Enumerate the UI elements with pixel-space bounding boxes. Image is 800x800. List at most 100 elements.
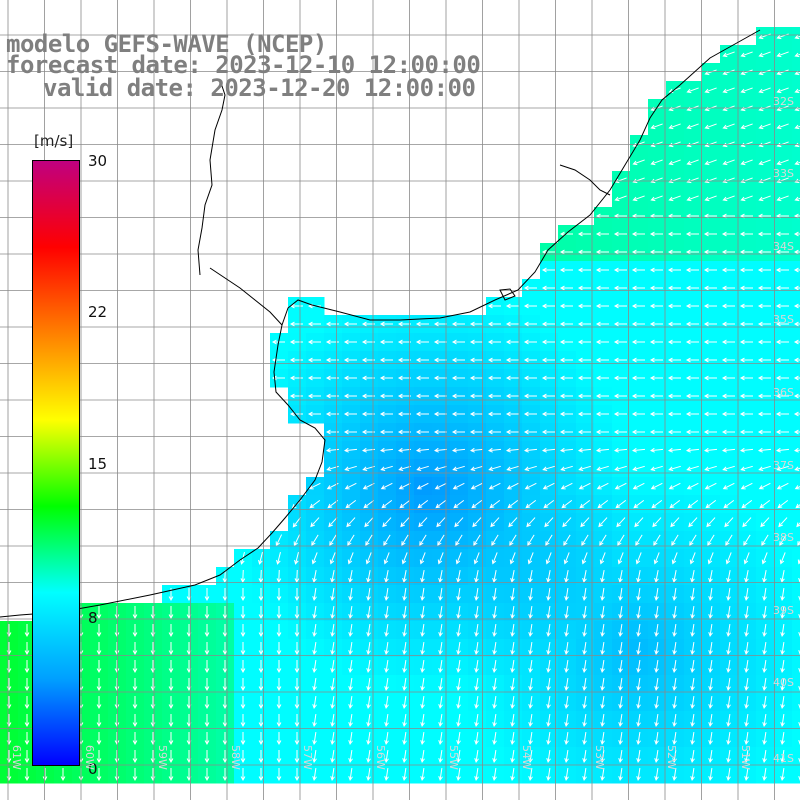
wind-arrow	[546, 713, 551, 727]
wind-arrow	[685, 231, 699, 237]
wind-arrow	[780, 605, 785, 619]
wind-arrow	[618, 570, 623, 583]
wind-arrow	[132, 768, 138, 782]
wind-arrow	[595, 231, 609, 237]
wind-arrow	[577, 231, 591, 237]
wind-arrow	[685, 411, 699, 417]
wind-arrow	[703, 249, 717, 255]
wind-arrow	[204, 750, 210, 764]
wind-arrow	[704, 465, 717, 472]
wind-arrow	[222, 768, 228, 782]
wind-arrow	[632, 465, 645, 472]
wind-arrow	[794, 70, 800, 76]
wind-arrow	[744, 587, 749, 601]
colorbar	[32, 160, 80, 766]
wind-arrow	[667, 357, 681, 363]
wind-arrow	[379, 375, 393, 381]
wind-arrow	[546, 570, 551, 583]
wind-arrow	[523, 411, 537, 417]
wind-arrow	[686, 465, 699, 472]
wind-arrow	[222, 660, 228, 674]
wind-arrow	[528, 749, 533, 763]
wind-arrow	[473, 534, 481, 546]
wind-arrow	[703, 393, 717, 399]
wind-arrow	[649, 285, 663, 291]
lon-label-60w: 60W	[83, 745, 96, 770]
wind-arrow	[451, 411, 465, 417]
wind-arrow	[510, 695, 515, 709]
wind-arrow	[690, 605, 695, 619]
wind-arrow	[577, 447, 592, 453]
wind-arrow	[258, 588, 264, 602]
wind-arrow	[618, 695, 623, 709]
wind-arrow	[348, 695, 353, 709]
wind-arrow	[294, 732, 300, 746]
wind-arrow	[474, 713, 479, 727]
lat-label-33s: 33S	[773, 167, 794, 180]
wind-arrow	[546, 731, 551, 745]
wind-arrow	[455, 552, 462, 565]
wind-arrow	[794, 142, 800, 148]
wind-arrow	[222, 569, 228, 584]
wind-arrow	[96, 696, 102, 710]
wind-arrow	[240, 750, 246, 764]
wind-arrow	[776, 141, 789, 148]
wind-arrow	[366, 767, 371, 781]
wind-arrow	[505, 393, 519, 399]
wind-arrow	[704, 141, 717, 148]
wind-arrow	[546, 587, 551, 601]
wind-arrow	[600, 713, 605, 727]
wind-arrow	[420, 695, 425, 709]
wind-arrow	[739, 447, 754, 453]
wind-arrow	[222, 588, 228, 602]
wind-arrow	[654, 713, 659, 727]
wind-arrow	[689, 534, 697, 546]
wind-arrow	[672, 641, 677, 655]
wind-arrow	[667, 321, 681, 327]
wind-arrow	[649, 393, 663, 399]
wind-arrow	[708, 677, 713, 691]
wind-arrow	[599, 534, 607, 546]
lon-label-61w: 61W	[10, 745, 23, 770]
wind-arrow	[794, 124, 800, 130]
wind-arrow	[636, 623, 641, 637]
wind-arrow	[743, 552, 750, 565]
wind-arrow	[343, 375, 357, 381]
wind-arrow	[416, 465, 429, 472]
lon-label-51w: 51W	[739, 745, 752, 770]
wind-arrow	[96, 750, 102, 764]
wind-arrow	[650, 141, 663, 148]
wind-arrow	[491, 534, 499, 546]
wind-arrow	[289, 321, 303, 327]
wind-arrow	[293, 534, 301, 547]
wind-arrow	[740, 141, 753, 148]
lat-label-37s: 37S	[773, 459, 794, 472]
wind-arrow	[96, 768, 102, 782]
wind-arrow	[276, 696, 282, 710]
wind-arrow	[289, 339, 303, 345]
wind-arrow	[398, 482, 411, 490]
wind-arrow	[456, 570, 461, 583]
wind-arrow	[600, 677, 605, 691]
wind-arrow	[776, 482, 789, 490]
wind-arrow	[420, 767, 425, 781]
wind-arrow	[582, 570, 587, 583]
wind-arrow	[523, 339, 537, 345]
wind-arrow	[726, 570, 731, 583]
wind-arrow	[685, 285, 699, 291]
wind-arrow	[168, 642, 174, 656]
wind-arrow	[739, 393, 753, 399]
wind-arrow	[541, 429, 555, 435]
wind-arrow	[24, 750, 30, 764]
wind-arrow	[721, 357, 735, 363]
wind-arrow	[240, 768, 246, 782]
wind-arrow	[600, 749, 605, 763]
wind-arrow	[726, 659, 731, 673]
wind-arrow	[686, 141, 699, 148]
wind-arrow	[343, 321, 357, 327]
wind-arrow	[366, 677, 371, 691]
wind-arrow	[690, 659, 695, 673]
wind-arrow	[690, 713, 695, 727]
wind-arrow	[402, 695, 407, 709]
wind-arrow	[686, 482, 699, 490]
